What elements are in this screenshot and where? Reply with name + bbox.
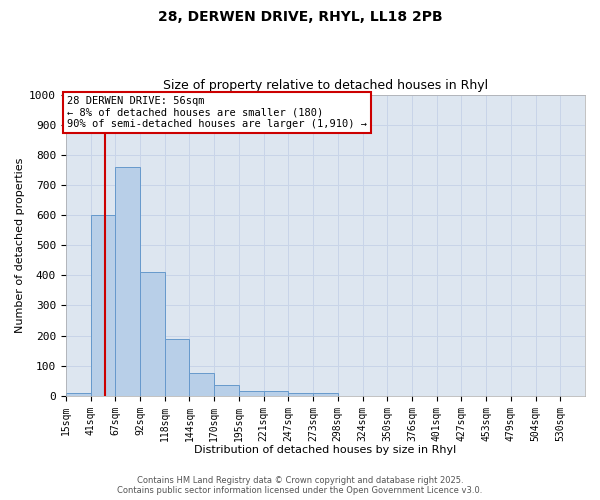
Title: Size of property relative to detached houses in Rhyl: Size of property relative to detached ho… (163, 79, 488, 92)
Bar (91, 215, 115, 396)
Bar (190, 374, 214, 396)
Bar (289, 393, 313, 396)
Y-axis label: Number of detached properties: Number of detached properties (15, 158, 25, 333)
Bar (66, 393, 91, 396)
Bar (239, 392, 263, 396)
Bar (263, 392, 289, 396)
Text: 28 DERWEN DRIVE: 56sqm
← 8% of detached houses are smaller (180)
90% of semi-det: 28 DERWEN DRIVE: 56sqm ← 8% of detached … (67, 96, 367, 130)
Text: 28, DERWEN DRIVE, RHYL, LL18 2PB: 28, DERWEN DRIVE, RHYL, LL18 2PB (158, 10, 442, 24)
Bar (165, 338, 190, 396)
Bar (115, 167, 140, 396)
Bar (140, 272, 165, 396)
Bar (313, 393, 338, 396)
Bar (214, 384, 239, 396)
X-axis label: Distribution of detached houses by size in Rhyl: Distribution of detached houses by size … (194, 445, 457, 455)
Text: Contains HM Land Registry data © Crown copyright and database right 2025.
Contai: Contains HM Land Registry data © Crown c… (118, 476, 482, 495)
